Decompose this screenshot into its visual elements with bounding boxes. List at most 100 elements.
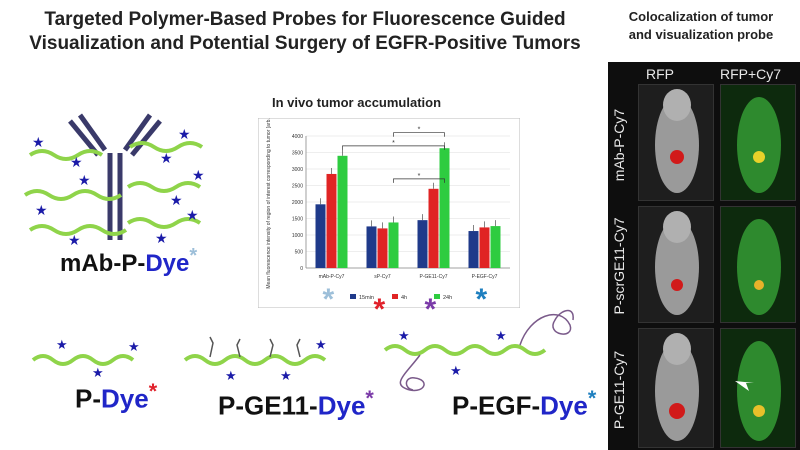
bar — [337, 155, 348, 268]
svg-text:★: ★ — [155, 230, 168, 246]
bracket-sp-ge11-4h — [393, 178, 445, 183]
chart-title: In vivo tumor accumulation — [272, 95, 442, 110]
significance-brackets: * * * — [342, 127, 445, 183]
rfp-cy7-image-mab-p-cy7 — [720, 84, 796, 201]
probe-prefix: P-GE11- — [218, 390, 318, 421]
title-line-2: Visualization and Potential Surgery of E… — [29, 33, 581, 54]
arrow-icon — [735, 381, 754, 391]
bar — [326, 173, 337, 268]
bar-chart: 0 500 1000 1500 2000 2500 3000 3500 4000 mAb-P-C… — [258, 118, 520, 308]
svg-text:★: ★ — [56, 337, 68, 352]
probe-star-marker: * — [189, 245, 198, 267]
polymer-p-illustration: ★ ★ ★ — [31, 337, 140, 380]
legend-swatch — [350, 294, 356, 299]
y-tick-label: 3000 — [292, 167, 303, 173]
bar — [468, 231, 479, 268]
column-header-rfp: RFP — [646, 66, 674, 82]
chart-bars — [315, 142, 501, 268]
svg-text:★: ★ — [225, 368, 237, 383]
bar — [315, 204, 326, 268]
y-tick-label: 2000 — [292, 200, 303, 206]
row-label-p-scrge11-cy7: P-scrGE11-Cy7 — [611, 217, 627, 315]
category-star-marker: * — [373, 293, 386, 326]
title-line-1: Targeted Polymer-Based Probes for Fluore… — [44, 9, 566, 30]
category-star-marker: * — [424, 293, 437, 326]
legend-label: 15min — [359, 295, 374, 301]
dye-stars: ★★ ★ ★★★ ★★★ ★★ — [32, 126, 205, 248]
svg-text:★: ★ — [495, 328, 507, 343]
probe-label-p-egf-dye: P-EGF-Dye* — [452, 385, 596, 422]
chart-y-axis-label: Mean fluorescence intensity of region of… — [266, 118, 272, 289]
probe-star-marker: * — [365, 385, 374, 410]
significance-marker: * — [418, 173, 421, 180]
rfp-cy7-image-p-ge11-cy7 — [720, 328, 796, 448]
polymer-egf-illustration: ★ ★ ★ — [383, 309, 574, 392]
svg-text:★: ★ — [178, 126, 191, 142]
svg-text:★: ★ — [160, 150, 173, 166]
probe-dye-text: Dye — [317, 390, 366, 421]
probe-star-marker: * — [148, 378, 158, 403]
polymer-ge11-illustration: ★ ★ ★ — [183, 336, 327, 383]
category-star-marker: * — [475, 283, 488, 316]
probe-label-p-ge11-dye: P-GE11-Dye* — [218, 385, 374, 422]
page-title: Targeted Polymer-Based Probes for Fluore… — [0, 8, 610, 56]
legend-swatch — [434, 294, 440, 299]
chart-category-labels: mAb-P-Cy7 sP-Cy7 P-GE11-Cy7 P-EGF-Cy7 — [319, 274, 498, 280]
column-header-rfp-cy7: RFP+Cy7 — [720, 66, 782, 82]
chart-y-ticks: 0 500 1000 1500 2000 2500 3000 3500 4000 — [292, 134, 303, 272]
significance-marker: * — [418, 127, 421, 134]
x-tick-label: P-EGF-Cy7 — [472, 274, 498, 280]
colocalization-title: Colocalization of tumor and visualizatio… — [602, 8, 800, 44]
probe-prefix: mAb-P- — [60, 250, 146, 277]
bar — [377, 228, 388, 268]
y-tick-label: 4000 — [292, 134, 303, 140]
row-label-mab-p-cy7: mAb-P-Cy7 — [611, 108, 627, 182]
row-label-p-ge11-cy7: P-GE11-Cy7 — [611, 350, 627, 430]
probe-dye-text: Dye — [101, 383, 149, 414]
rfp-image-mab-p-cy7 — [638, 84, 714, 201]
y-tick-label: 1000 — [292, 233, 303, 239]
probe-dye-text: Dye — [540, 390, 588, 421]
antibody-polymer-illustration: ★★ ★ ★★★ ★★★ ★★ — [23, 113, 205, 248]
svg-text:★: ★ — [280, 368, 292, 383]
bar — [439, 148, 450, 268]
category-star-marker: * — [322, 283, 335, 316]
polymer-chains — [23, 141, 204, 236]
svg-text:★: ★ — [170, 192, 183, 208]
bar — [490, 226, 501, 268]
bracket-sp-ge11 — [393, 132, 445, 137]
y-tick-label: 3500 — [292, 151, 303, 157]
svg-text:★: ★ — [128, 339, 140, 354]
svg-text:★: ★ — [68, 232, 81, 248]
y-tick-label: 500 — [295, 250, 304, 256]
y-tick-label: 0 — [300, 266, 303, 272]
svg-text:★: ★ — [398, 328, 410, 343]
bar — [417, 220, 428, 268]
x-tick-label: sP-Cy7 — [374, 274, 391, 280]
legend-label: 24h — [443, 295, 452, 301]
coloc-title-line-2: and visualization probe — [628, 27, 774, 42]
category-star-row: * * * * — [258, 283, 520, 326]
svg-text:★: ★ — [35, 202, 48, 218]
rfp-image-p-ge11-cy7 — [638, 328, 714, 448]
x-tick-label: mAb-P-Cy7 — [319, 274, 345, 280]
probe-prefix: P-EGF- — [452, 390, 541, 421]
probe-dye-text: Dye — [145, 250, 190, 277]
probe-prefix: P- — [75, 383, 101, 414]
x-tick-label: P-GE11-Cy7 — [420, 274, 448, 280]
svg-text:★: ★ — [78, 172, 91, 188]
bar — [366, 226, 377, 268]
bar — [428, 188, 439, 268]
rfp-cy7-image-p-scrge11-cy7 — [720, 206, 796, 323]
y-tick-label: 1500 — [292, 217, 303, 223]
svg-text:★: ★ — [32, 134, 45, 150]
imaging-panel: RFP RFP+Cy7 mAb-P-Cy7 P-scrGE11-Cy7 P-GE… — [608, 62, 800, 450]
coloc-title-line-1: Colocalization of tumor — [628, 9, 774, 24]
bracket-mab-ge11 — [342, 145, 445, 150]
svg-text:★: ★ — [186, 207, 199, 223]
significance-marker: * — [392, 140, 395, 147]
svg-text:★: ★ — [192, 167, 205, 183]
svg-text:★: ★ — [92, 365, 104, 380]
legend-label: 4h — [401, 295, 407, 301]
probe-label-mab-p-dye: mAb-P-Dye* — [60, 245, 197, 278]
